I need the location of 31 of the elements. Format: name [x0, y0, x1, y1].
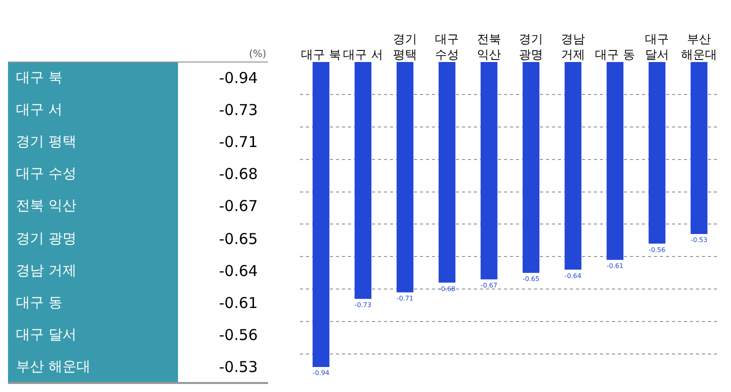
x-tick-label: 경기 평택	[393, 32, 418, 62]
data-label: -0.65	[219, 230, 258, 248]
data-label: -0.53	[219, 358, 258, 376]
data-label: -0.73	[219, 101, 258, 119]
data-label: -0.94	[219, 69, 258, 87]
data-label: -0.67	[219, 197, 258, 215]
category-label: 대구 수성	[16, 166, 76, 182]
category-label: 경기 광명	[16, 231, 76, 247]
data-label: -0.68	[219, 165, 258, 183]
data-label: -0.71	[219, 133, 258, 151]
data-label: -0.64	[219, 262, 258, 280]
category-label: 전북 익산	[16, 198, 76, 214]
x-tick-label: 대구 달서	[645, 32, 670, 62]
text: (%)	[249, 49, 266, 60]
x-tick-label: 대구 북	[301, 48, 341, 62]
category-label: 경남 거제	[16, 263, 76, 279]
x-tick-label: 대구 서	[343, 48, 383, 62]
data-label: -0.56	[219, 326, 258, 344]
category-label: 대구 달서	[16, 327, 76, 343]
category-label: 대구 서	[16, 102, 62, 118]
x-tick-label: 대구 수성	[435, 32, 460, 62]
category-label: 경기 평택	[16, 134, 76, 150]
x-tick-label: 전북 익산	[477, 32, 502, 62]
x-tick-label: 부산 해운대	[681, 32, 718, 62]
category-label: 부산 해운대	[16, 359, 90, 375]
x-tick-label: 경남 거제	[561, 32, 586, 62]
x-tick-label: 대구 동	[595, 48, 635, 62]
x-tick-label: 경기 광명	[519, 32, 544, 62]
data-label: -0.61	[219, 294, 258, 312]
category-label: 대구 북	[16, 70, 62, 86]
category-label: 대구 동	[16, 295, 62, 311]
